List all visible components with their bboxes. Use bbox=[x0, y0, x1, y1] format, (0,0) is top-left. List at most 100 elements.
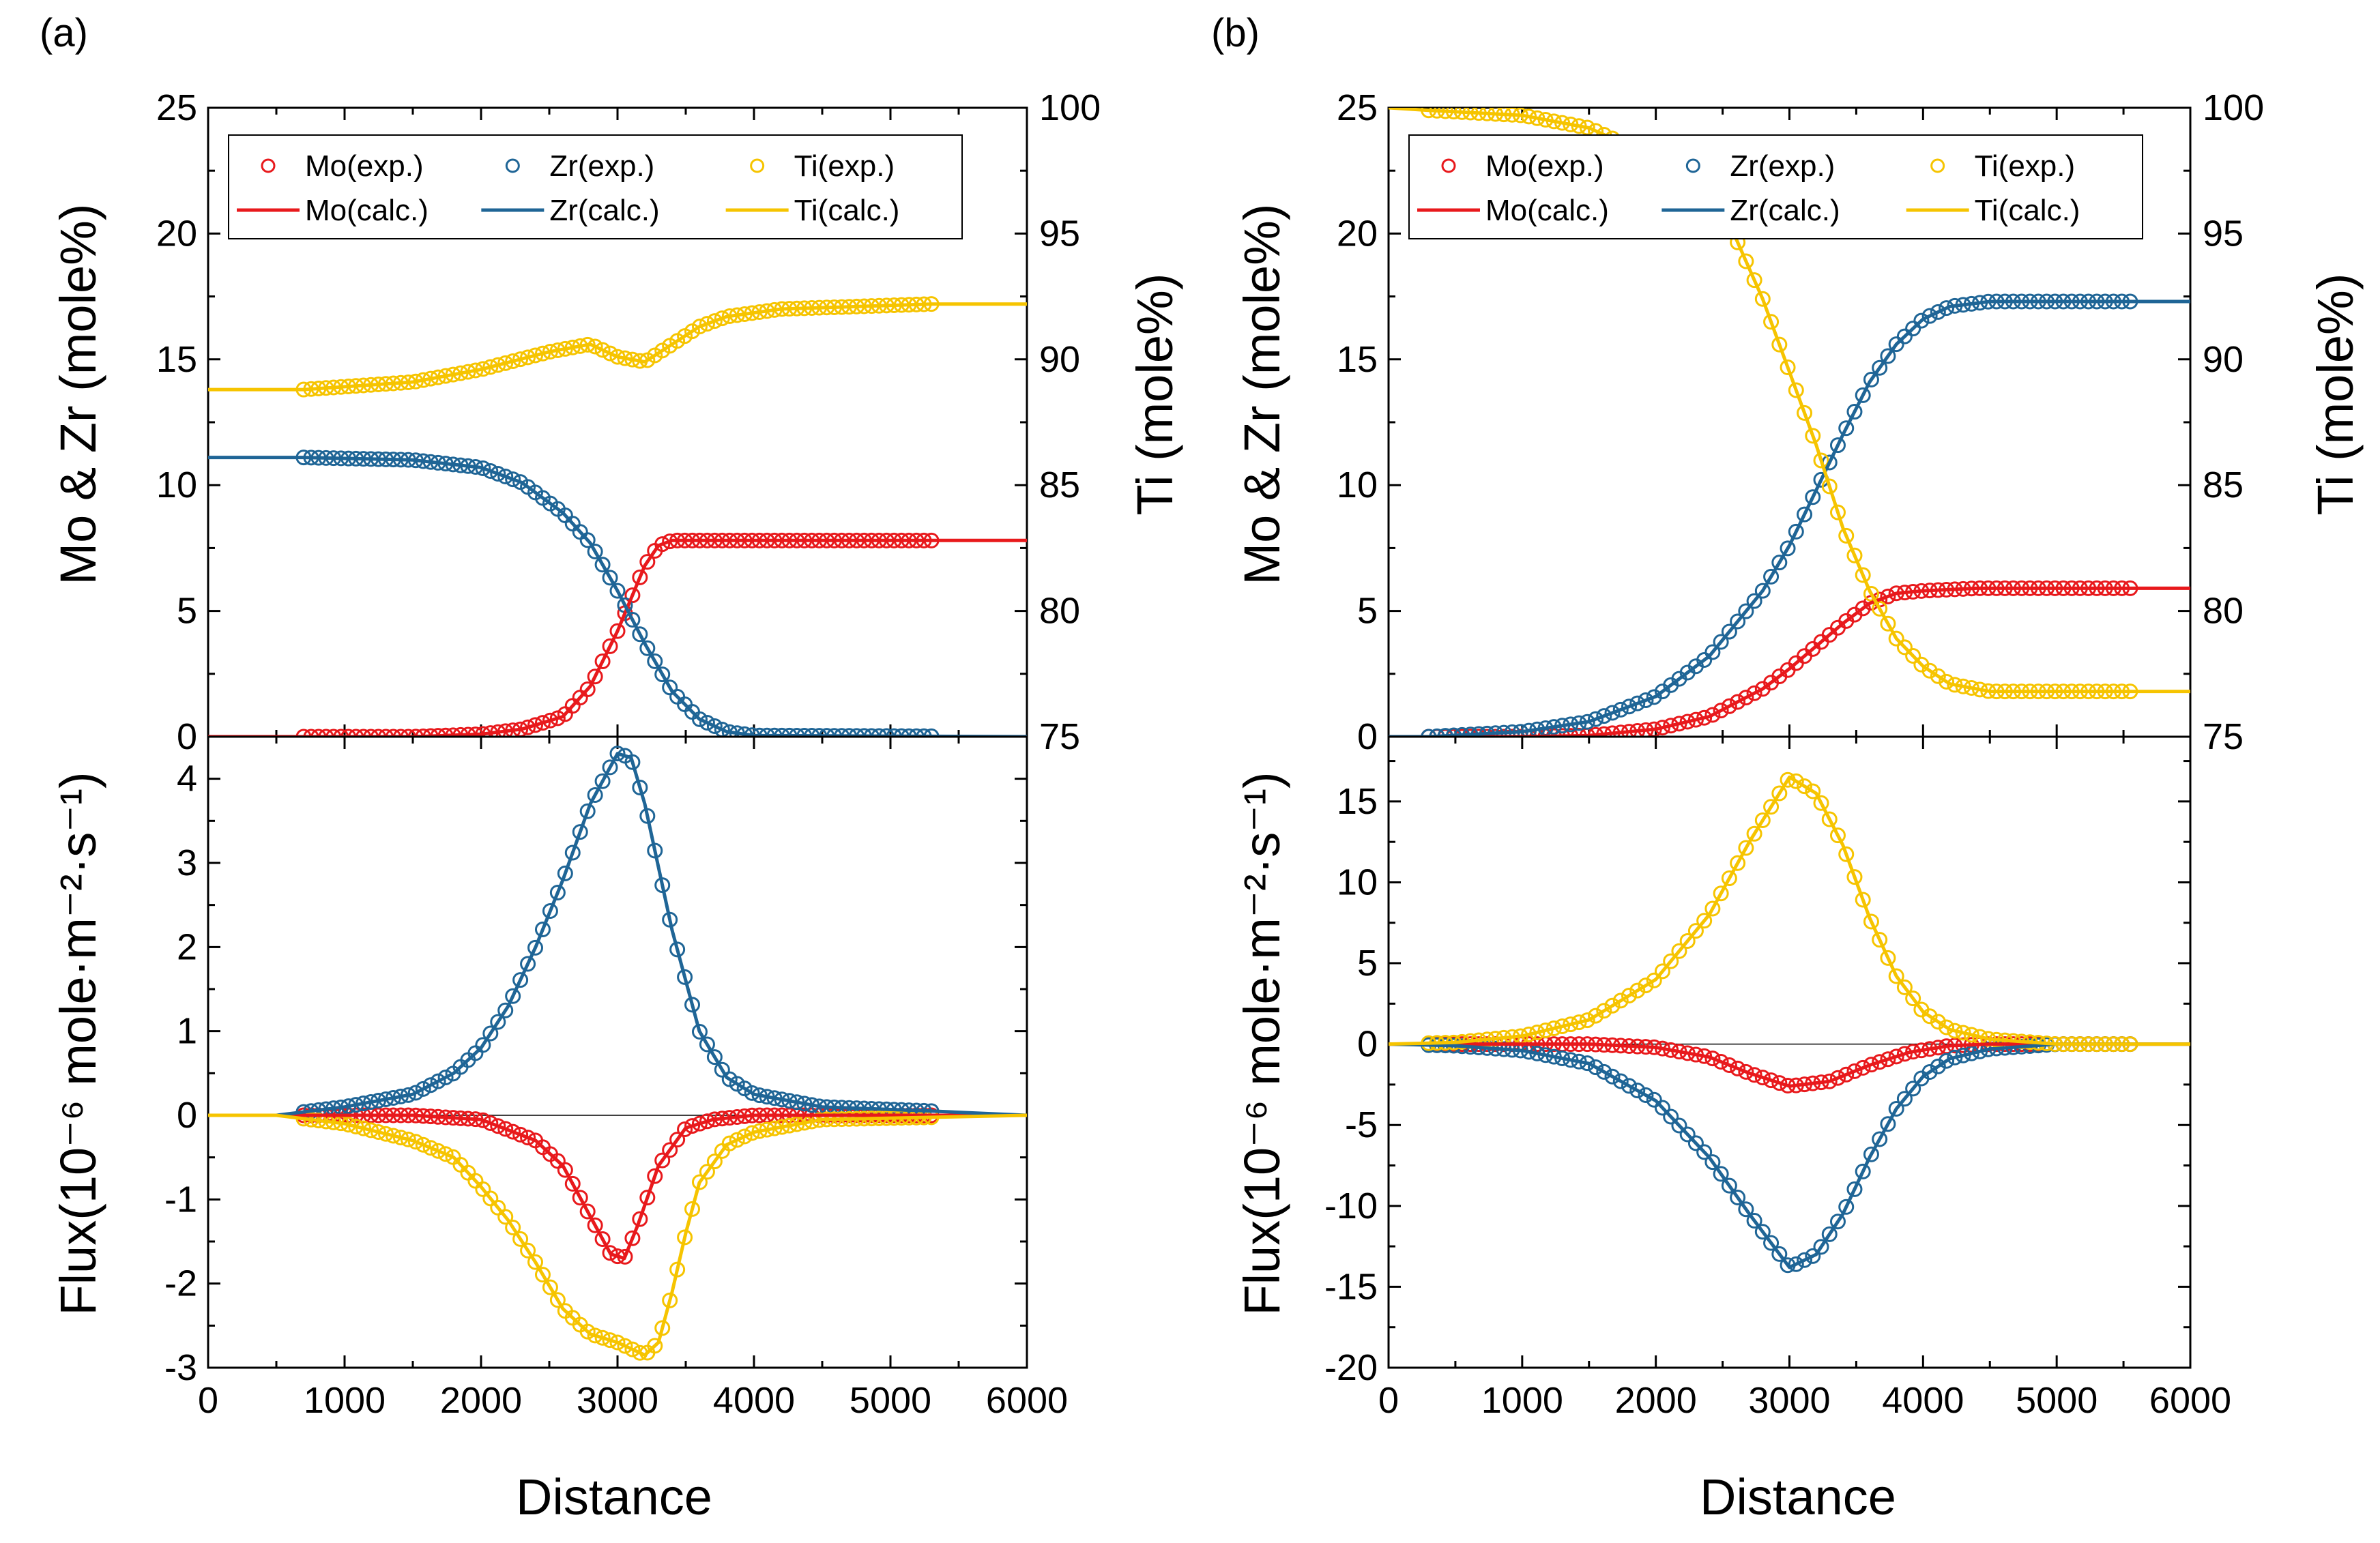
panel-b-flux-ti-exp-point bbox=[1813, 795, 1829, 811]
panel-b-composition-y2-tick-label: 85 bbox=[2203, 465, 2244, 505]
panel-b-composition-ti-exp-point bbox=[1921, 662, 1938, 679]
panel-b-flux-zr-exp-point bbox=[1805, 1248, 1821, 1264]
panel-b-composition-ti-exp-point bbox=[1763, 314, 1780, 330]
panel-b-flux-mo-exp-point bbox=[1713, 1054, 1729, 1070]
panel-a-flux-ti-exp-point bbox=[729, 1132, 745, 1148]
panel-a-flux-zr-exp-point bbox=[602, 759, 618, 776]
panel-b-flux-zr-exp-point bbox=[1638, 1087, 1654, 1103]
panel-a-legend-mo-exp-label: Mo(exp.) bbox=[305, 149, 424, 183]
panel-a-flux-ti-exp-point bbox=[542, 1279, 558, 1295]
panel-a-composition-ti-exp-point bbox=[699, 316, 715, 332]
panel-a-composition-zr-exp-point bbox=[654, 666, 671, 683]
panel-a-x-axis-title: Distance bbox=[516, 1469, 712, 1525]
panel-a-composition-mo-exp-point bbox=[325, 729, 342, 737]
panel-a-flux-zr-exp-point bbox=[520, 956, 536, 972]
panel-a-composition-zr-exp-point bbox=[609, 583, 626, 599]
panel-b-flux-ti-exp-point bbox=[1654, 963, 1670, 980]
panel-b-flux-zr-exp-point bbox=[1629, 1083, 1646, 1099]
panel-a-composition-zr-calc-line bbox=[208, 456, 1027, 737]
panel-b-flux-zr-exp-point bbox=[1930, 1058, 1946, 1074]
panel-b-flux-zr-exp-point bbox=[1713, 1166, 1729, 1182]
panel-b-y2-axis-title: Ti (mole%) bbox=[2307, 274, 2364, 516]
panel-b-composition-y2-tick-label: 90 bbox=[2203, 339, 2244, 380]
panel-b-flux-y-tick-label: -20 bbox=[1324, 1347, 1378, 1388]
panel-a-flux-y-tick-label: -3 bbox=[164, 1347, 197, 1388]
panel-a-composition-mo-exp-point bbox=[340, 729, 357, 737]
panel-a-flux-mo-exp-point bbox=[677, 1121, 693, 1137]
panel-b-flux-ti-exp-point bbox=[1888, 968, 1904, 984]
panel-a-composition-y2-tick-label: 80 bbox=[1039, 591, 1080, 632]
panel-a-legend-mo-calc-label: Mo(calc.) bbox=[305, 194, 429, 227]
panel-b-composition-zr-exp-point bbox=[1805, 489, 1821, 505]
panel-a-composition-ti-exp-point bbox=[602, 345, 618, 362]
panel-a-composition-y-tick-label: 20 bbox=[156, 213, 197, 254]
panel-a-composition-ti-exp-point bbox=[587, 338, 603, 355]
panel-b-flux-zr-exp-point bbox=[1939, 1053, 1955, 1069]
panel-a-flux-zr-exp-point bbox=[677, 969, 693, 985]
panel-a-flux-ti-exp-point bbox=[490, 1199, 506, 1216]
panel-b-flux-plot: 0 1000 2000 3000 4000 5000 6000 -20 -15 -10 -5 0 5 10… bbox=[1324, 735, 2231, 1421]
panel-b-flux-mo-exp-point bbox=[1754, 1070, 1771, 1086]
panel-a-composition-mo-exp-point bbox=[624, 587, 641, 604]
panel-b-flux-zr-exp-point bbox=[1687, 1135, 1704, 1151]
panel-b-flux-ti-calc-line bbox=[1389, 775, 2190, 1046]
panel-b-y-axis-title-composition: Mo & Zr (mole%) bbox=[1234, 203, 1290, 585]
panel-b-flux-zr-exp-point bbox=[1872, 1131, 1888, 1147]
panel-a-flux-ti-exp-point bbox=[654, 1320, 671, 1336]
panel-a-flux-mo-exp-point bbox=[691, 1115, 708, 1132]
panel-b-x-axis-title: Distance bbox=[1700, 1469, 1896, 1525]
panel-b-flux-ti-exp-point bbox=[1872, 932, 1888, 948]
panel-b-composition-zr-exp-point bbox=[1746, 593, 1762, 609]
panel-b-flux-ti-exp-point bbox=[1621, 987, 1637, 1003]
panel-b-flux-zr-exp-point bbox=[1888, 1101, 1904, 1117]
panel-b-legend-zr-exp-marker bbox=[1685, 158, 1700, 173]
panel-a-flux-zr-exp-point bbox=[475, 1037, 491, 1053]
panel-b-composition-ti-exp-point bbox=[1905, 648, 1921, 664]
panel-b-flux-ti-exp-point bbox=[1863, 913, 1879, 930]
panel-b-flux-x-tick-label: 5000 bbox=[2016, 1380, 2098, 1421]
panel-a-composition-ti-exp-series bbox=[295, 296, 940, 398]
panel-b-composition-mo-exp-point bbox=[1880, 588, 1896, 604]
panel-b-composition-zr-calc-line bbox=[1389, 299, 2190, 737]
panel-b-flux-y-tick-label: -10 bbox=[1324, 1186, 1378, 1226]
panel-b-legend-zr-exp-label: Zr(exp.) bbox=[1730, 149, 1835, 183]
panel-a-flux-zr-exp-series bbox=[295, 746, 940, 1120]
panel-b-legend-frame bbox=[1408, 134, 2143, 239]
panel-a-flux-ti-exp-point bbox=[549, 1292, 566, 1308]
panel-b-composition-mo-exp-point bbox=[1704, 707, 1721, 723]
panel-label-a: (a) bbox=[40, 11, 88, 55]
panel-b-flux-zr-exp-point bbox=[1704, 1154, 1721, 1171]
panel-b-flux-mo-exp-point bbox=[1730, 1060, 1746, 1076]
panel-a-flux-ti-exp-point bbox=[691, 1174, 708, 1190]
panel-b-composition-zr-exp-point bbox=[1638, 692, 1654, 709]
panel-a-flux-mo-exp-point bbox=[684, 1118, 701, 1134]
panel-b-legend: Mo(exp.) Mo(calc.) Zr(exp.) Zr(calc.) Ti(exp… bbox=[1408, 134, 2143, 239]
panel-b-composition-zr-exp-point bbox=[1838, 420, 1855, 437]
panel-b-flux-mo-exp-point bbox=[1771, 1075, 1788, 1091]
panel-b-composition-zr-exp-point bbox=[1829, 437, 1846, 454]
panel-a-flux-mo-exp-point bbox=[662, 1142, 678, 1158]
panel-b-composition-y-tick-label: 20 bbox=[1337, 213, 1378, 254]
panel-b-composition-ti-exp-point bbox=[1797, 405, 1813, 421]
panel-a-composition-mo-exp-point bbox=[579, 681, 596, 697]
panel-b-flux-mo-exp-point bbox=[1888, 1048, 1904, 1065]
panel-b-flux-zr-exp-point bbox=[1679, 1126, 1696, 1143]
panel-b-composition-mo-exp-point bbox=[1746, 685, 1762, 701]
panel-b-flux-ti-exp-point bbox=[1663, 953, 1679, 969]
panel-b-composition-y-tick-label: 5 bbox=[1357, 591, 1378, 632]
panel-a-flux-ti-exp-point bbox=[602, 1332, 618, 1349]
panel-b-flux-mo-exp-point bbox=[1896, 1046, 1913, 1062]
panel-b-composition-ti-exp-point bbox=[1738, 253, 1754, 269]
panel-a-flux-ti-exp-point bbox=[422, 1140, 439, 1156]
panel-a-flux-zr-exp-point bbox=[632, 779, 648, 795]
panel-a-flux-ti-exp-point bbox=[684, 1201, 701, 1217]
panel-b-composition-ti-exp-point bbox=[1863, 585, 1879, 602]
panel-a-flux-y-tick-label: 0 bbox=[177, 1095, 197, 1136]
panel-b-composition-ti-exp-point bbox=[1846, 547, 1863, 563]
panel-b-flux-mo-exp-point bbox=[1838, 1066, 1855, 1083]
panel-a-composition-zr-exp-point bbox=[706, 718, 723, 735]
panel-b-composition-mo-calc-line bbox=[1389, 586, 2190, 737]
panel-b-composition-ti-exp-point bbox=[1821, 478, 1838, 495]
panel-a-flux-x-tick-label: 5000 bbox=[850, 1380, 931, 1421]
panel-a-composition-zr-exp-point bbox=[662, 679, 678, 696]
